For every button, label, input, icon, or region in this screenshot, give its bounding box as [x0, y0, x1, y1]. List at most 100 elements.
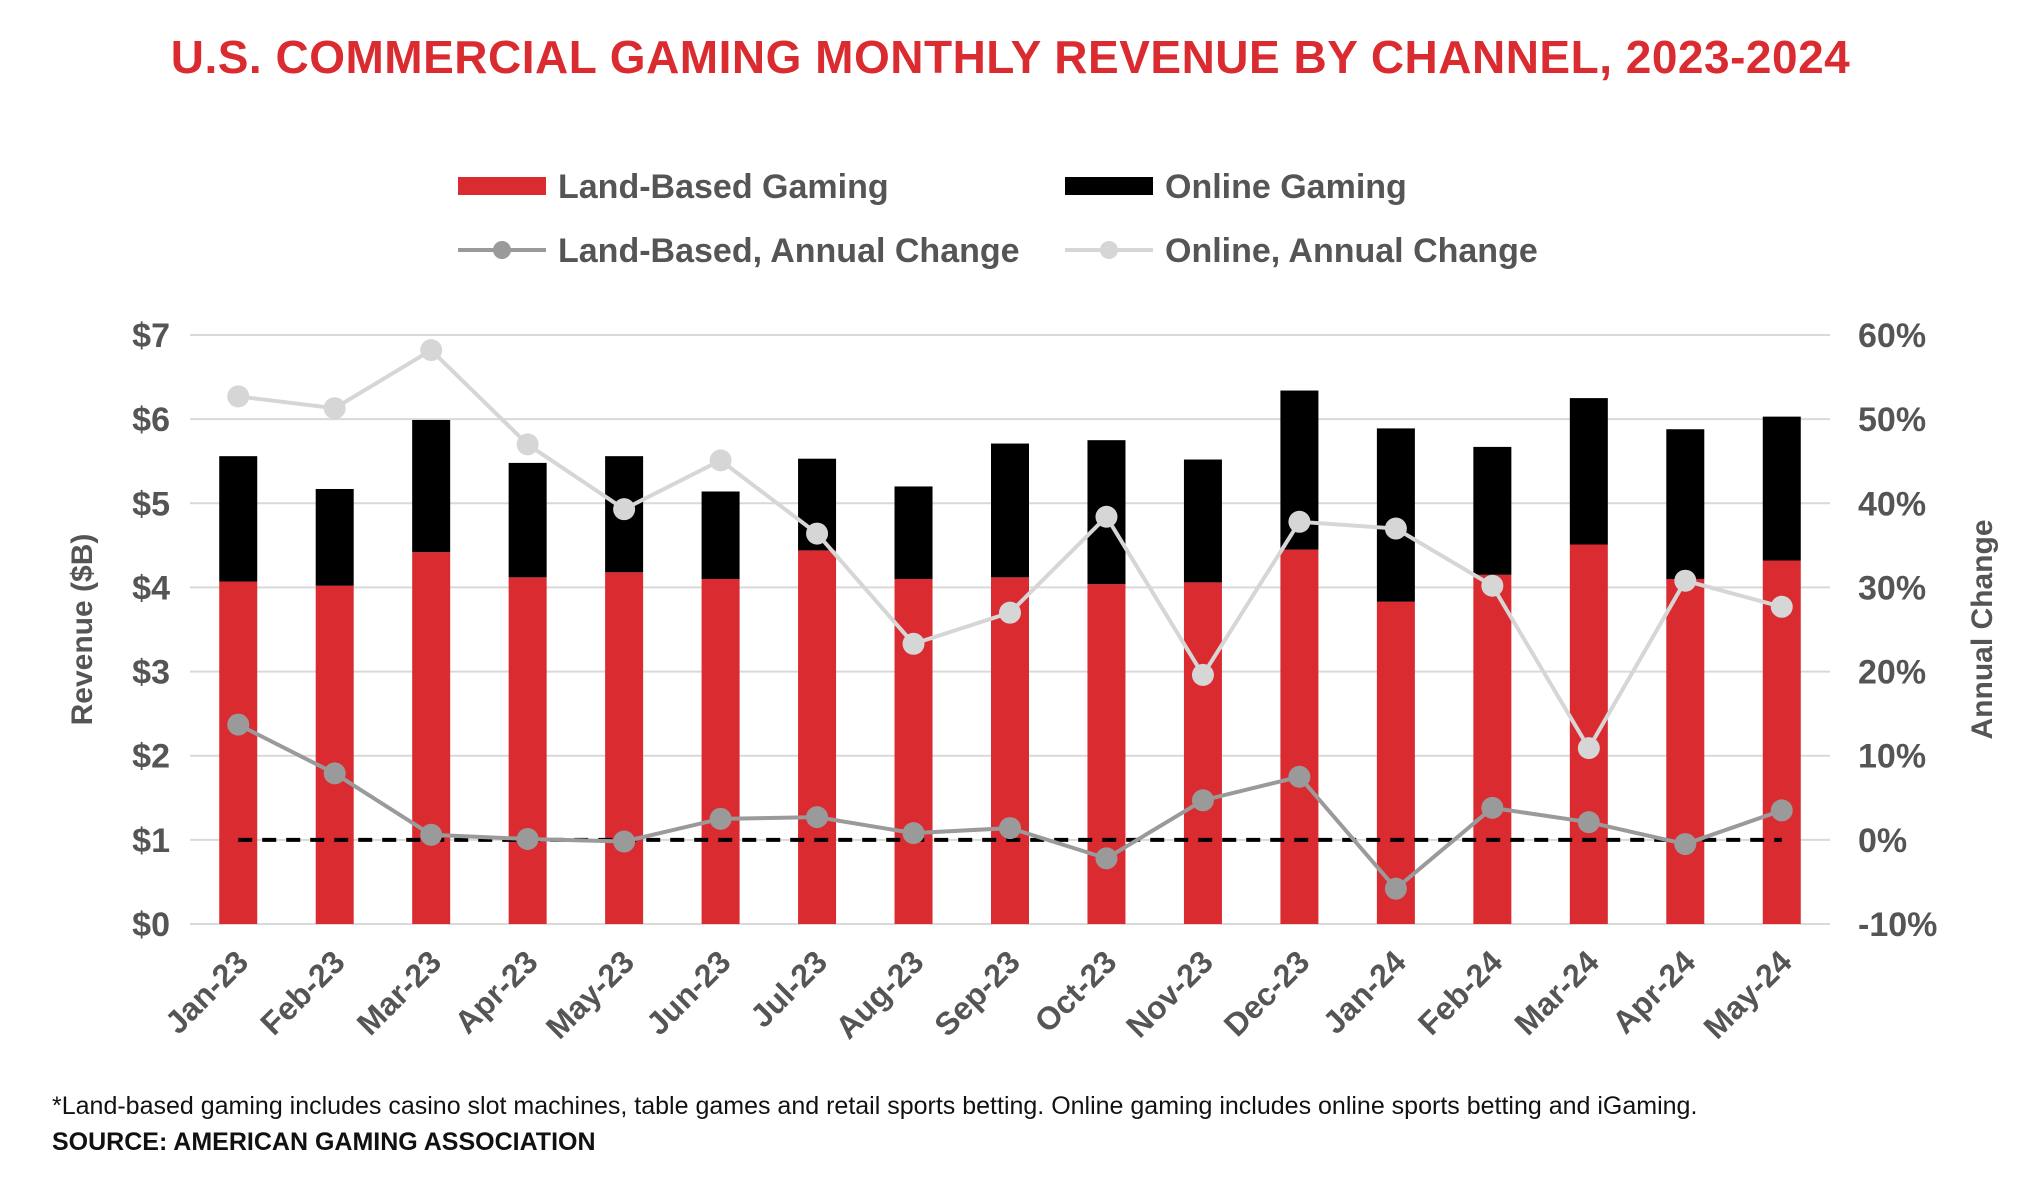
bar-land-based: [1280, 549, 1319, 924]
online-annual-change-point: [323, 397, 346, 420]
online-annual-change-point: [709, 449, 732, 472]
online-annual-change-point: [902, 632, 925, 655]
bar-online: [1569, 398, 1608, 545]
bar-online: [1376, 428, 1415, 602]
bar-land-based: [1087, 584, 1126, 924]
bar-land-based: [605, 572, 644, 924]
x-tick-label: May-24: [1697, 943, 1799, 1045]
online-annual-change-point: [1577, 737, 1600, 760]
bar-land-based: [1183, 582, 1222, 924]
legend-land-based-annual-change: Land-Based, Annual Change: [458, 232, 1020, 270]
x-tick-label: Mar-24: [1507, 943, 1606, 1042]
land-based-annual-change-point: [1674, 833, 1697, 856]
y-tick-label: $5: [132, 485, 170, 523]
bar-online: [412, 419, 451, 553]
land-based-annual-change-point: [227, 713, 250, 736]
y2-axis-label: Annual Change: [1966, 519, 1999, 739]
x-tick-label: Jun-23: [639, 943, 737, 1041]
bar-online: [1473, 446, 1512, 575]
online-annual-change-point: [420, 339, 443, 362]
chart-title: U.S. COMMERCIAL GAMING MONTHLY REVENUE B…: [170, 31, 1851, 83]
online-annual-change-point: [1674, 569, 1697, 592]
y-tick-label: $7: [132, 317, 170, 355]
lines: [227, 339, 1793, 900]
land-based-annual-change-point: [1288, 765, 1311, 788]
y2-tick-label: 40%: [1858, 485, 1926, 523]
online-annual-change-point: [806, 522, 829, 545]
y2-tick-label: 50%: [1858, 401, 1926, 439]
legend-label: Land-Based, Annual Change: [558, 232, 1020, 270]
online-annual-change-point: [999, 601, 1021, 624]
bar-land-based: [508, 577, 547, 924]
legend-swatch: [1065, 177, 1153, 195]
bar-land-based: [315, 585, 354, 924]
bar-online: [508, 462, 547, 578]
x-tick-label: Sep-23: [927, 943, 1027, 1043]
land-based-annual-change-point: [613, 830, 636, 853]
legend: Land-Based Gaming Online Gaming Land-Based…: [458, 168, 1538, 270]
x-tick-label: Jan-23: [158, 943, 255, 1040]
x-tick-label: Aug-23: [828, 943, 930, 1045]
bar-land-based: [1666, 579, 1705, 924]
land-based-annual-change-point: [999, 817, 1021, 840]
online-annual-change-point: [1770, 595, 1793, 618]
legend-swatch-marker: [493, 241, 511, 259]
bar-online: [991, 443, 1029, 578]
bar-online: [1183, 459, 1222, 583]
x-tick-label: Dec-23: [1217, 943, 1317, 1043]
y-tick-label: $0: [132, 906, 170, 944]
bar-land-based: [701, 579, 740, 924]
y2-tick-label: 0%: [1858, 822, 1907, 860]
bar-land-based: [412, 552, 451, 924]
y2-tick-label: 10%: [1858, 738, 1926, 776]
bar-land-based: [1569, 544, 1608, 924]
bar-land-based: [219, 581, 258, 924]
online-annual-change-point: [1191, 663, 1214, 686]
land-based-annual-change-point: [323, 762, 346, 785]
legend-swatch: [458, 177, 546, 195]
y-tick-label: $2: [132, 738, 170, 776]
bar-land-based: [991, 577, 1029, 924]
land-based-annual-change-point: [1481, 796, 1504, 819]
x-tick-label: Mar-23: [350, 943, 448, 1041]
x-tick-label: Feb-23: [253, 943, 351, 1041]
bar-online: [219, 456, 258, 582]
y2-tick-label: 20%: [1858, 654, 1926, 692]
land-based-annual-change-point: [709, 807, 732, 830]
online-annual-change-point: [1384, 517, 1407, 540]
source-note: SOURCE: AMERICAN GAMING ASSOCIATION: [52, 1128, 596, 1156]
bar-land-based: [1762, 560, 1801, 924]
bar-land-based: [1473, 574, 1512, 924]
x-tick-label: May-23: [539, 943, 641, 1045]
x-tick-label: Apr-24: [1605, 943, 1702, 1040]
y-tick-label: $1: [132, 822, 170, 860]
y-tick-label: $6: [132, 401, 170, 439]
legend-swatch-marker: [1100, 241, 1118, 259]
legend-online-annual-change: Online, Annual Change: [1065, 232, 1538, 270]
x-tick-label: Jan-24: [1316, 943, 1413, 1040]
bar-online: [1762, 416, 1801, 561]
x-tick-label: Apr-23: [447, 943, 544, 1040]
axes: $0 $1 $2 $3 $4 $5 $6 $7 -10% 0% 10% 20% 30% 40% 50% 60%…: [66, 317, 1999, 1046]
y-axis-label: Revenue ($B): [66, 534, 99, 726]
x-tick-label: Oct-23: [1028, 943, 1124, 1039]
online-annual-change-point: [1095, 505, 1118, 528]
x-tick-label: Nov-23: [1119, 943, 1220, 1044]
bars: [219, 390, 1801, 924]
y2-tick-label: 60%: [1858, 317, 1926, 355]
x-tick-label: Feb-24: [1411, 943, 1510, 1042]
land-based-annual-change-point: [1191, 789, 1214, 812]
land-based-annual-change-point: [420, 823, 443, 846]
bar-land-based: [798, 550, 837, 924]
bar-land-based: [1376, 601, 1415, 924]
x-tick-label: Jul-23: [743, 943, 834, 1034]
land-based-annual-change-point: [806, 806, 829, 829]
legend-land-based-gaming: Land-Based Gaming: [458, 168, 889, 206]
land-based-annual-change-point: [516, 828, 539, 851]
bar-online: [315, 488, 354, 586]
y-tick-label: $4: [132, 569, 170, 607]
online-annual-change-point: [516, 433, 539, 456]
legend-online-gaming: Online Gaming: [1065, 168, 1407, 206]
y2-tick-label: 30%: [1858, 569, 1926, 607]
